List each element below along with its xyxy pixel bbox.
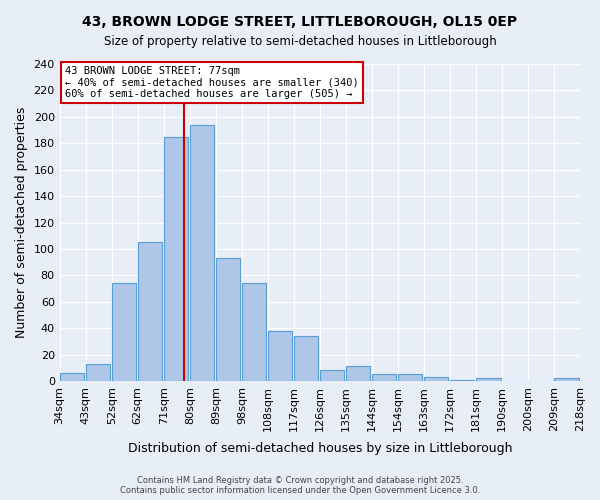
X-axis label: Distribution of semi-detached houses by size in Littleborough: Distribution of semi-detached houses by … — [128, 442, 512, 455]
Text: 43 BROWN LODGE STREET: 77sqm
← 40% of semi-detached houses are smaller (340)
60%: 43 BROWN LODGE STREET: 77sqm ← 40% of se… — [65, 66, 359, 99]
Bar — [86, 364, 110, 381]
Bar — [398, 374, 422, 381]
Bar — [164, 136, 188, 381]
Bar — [242, 284, 266, 381]
Bar — [320, 370, 344, 381]
Bar — [59, 373, 84, 381]
Bar — [216, 258, 241, 381]
Bar — [190, 125, 214, 381]
Bar — [424, 377, 448, 381]
Bar — [112, 284, 136, 381]
Text: Contains HM Land Registry data © Crown copyright and database right 2025.
Contai: Contains HM Land Registry data © Crown c… — [120, 476, 480, 495]
Bar — [346, 366, 370, 381]
Bar — [476, 378, 500, 381]
Text: Size of property relative to semi-detached houses in Littleborough: Size of property relative to semi-detach… — [104, 35, 496, 48]
Bar — [138, 242, 162, 381]
Bar — [372, 374, 397, 381]
Bar — [268, 331, 292, 381]
Bar — [294, 336, 319, 381]
Bar — [554, 378, 578, 381]
Y-axis label: Number of semi-detached properties: Number of semi-detached properties — [15, 107, 28, 338]
Bar — [450, 380, 475, 381]
Text: 43, BROWN LODGE STREET, LITTLEBOROUGH, OL15 0EP: 43, BROWN LODGE STREET, LITTLEBOROUGH, O… — [82, 15, 518, 29]
